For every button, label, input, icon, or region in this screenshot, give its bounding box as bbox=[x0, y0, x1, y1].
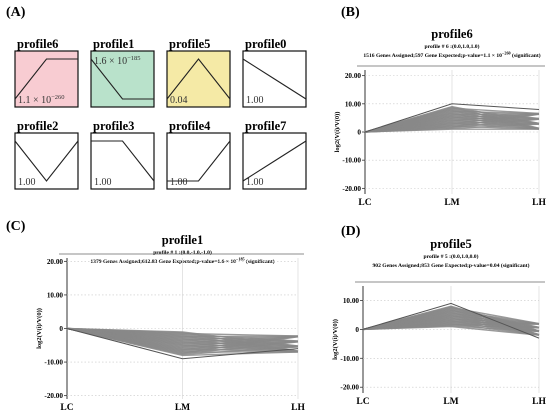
profile-name: profile6 bbox=[17, 37, 58, 51]
profile-name: profile2 bbox=[17, 119, 58, 133]
profile-pvalue: 1.00 bbox=[246, 177, 264, 188]
panel-label-a: (A) bbox=[6, 5, 26, 20]
profile-pvalue: 1.00 bbox=[18, 177, 36, 188]
profile-trend-line bbox=[91, 140, 155, 182]
y-tick-label: -20.00 bbox=[340, 384, 359, 392]
info-exponent: −185 bbox=[236, 257, 245, 262]
panel-label-c: (C) bbox=[6, 219, 26, 234]
mean-profile-line bbox=[364, 103, 540, 133]
pvalue-mantissa: 1.00 bbox=[94, 177, 112, 188]
y-tick-label: 10.00 bbox=[345, 100, 362, 108]
profile-trend-line bbox=[242, 58, 307, 100]
profile-trend-line bbox=[90, 58, 154, 100]
pvalue-mantissa: 1.00 bbox=[246, 95, 264, 106]
profile-name: profile3 bbox=[93, 119, 134, 133]
info-text: 1516 Genes Assigned;597 Gene Expected;p-… bbox=[363, 53, 502, 59]
panel-label-b: (B) bbox=[341, 5, 360, 20]
profile-pvalue: 1.00 bbox=[246, 95, 264, 106]
profile-pvalue: 1.1 × 10−260 bbox=[18, 94, 65, 106]
y-tick-label: 0 bbox=[355, 326, 359, 334]
chart-info-line1: profile # 5 :(0.0,1.0,0.0) bbox=[424, 253, 479, 260]
y-axis-label: log2(V(i)/V(0)) bbox=[36, 308, 43, 349]
gene-series-bundle bbox=[364, 105, 540, 133]
profile-pvalue: 0.04 bbox=[170, 95, 188, 106]
profile1-chart: profile1 profile # 1 :(0.0,-1.0,-1.0) 1379… bbox=[36, 233, 305, 413]
y-tick-label: 10.00 bbox=[343, 297, 360, 305]
profile6-chart: profile6 profile # 6 :(0.0,1.0,1.0) 1516 G… bbox=[334, 27, 546, 208]
x-tick-label: LC bbox=[356, 397, 369, 407]
profile-name: profile0 bbox=[245, 37, 286, 51]
pvalue-exponent: −260 bbox=[51, 94, 64, 101]
info-text: 1379 Genes Assigned;612.83 Gene Expected… bbox=[90, 259, 236, 265]
gene-series-line bbox=[66, 327, 299, 347]
gene-series-bundle bbox=[66, 327, 299, 357]
profile-box bbox=[14, 132, 79, 190]
profile-overview-grid: profile6 1.1 × 10−260 profile1 1.6 × 10−185… bbox=[14, 37, 307, 190]
profile-pvalue: 1.6 × 10−185 bbox=[94, 55, 141, 67]
chart-info-line1: profile # 6 :(0.0,1.0,1.0) bbox=[425, 43, 480, 50]
gene-series-line bbox=[364, 105, 540, 133]
pvalue-mantissa: 1.1 × 10 bbox=[18, 95, 51, 106]
info-text: 902 Genes Assigned;853 Gene Expected;p-v… bbox=[372, 262, 529, 269]
info-text-suffix: (significant) bbox=[511, 52, 541, 59]
gene-series-line bbox=[362, 305, 540, 332]
y-tick-label: 0 bbox=[357, 129, 361, 137]
chart-title: profile1 bbox=[162, 233, 203, 247]
y-tick-label: 10.00 bbox=[47, 291, 64, 299]
profile-pvalue: 1.00 bbox=[94, 177, 112, 188]
profile-box bbox=[90, 50, 155, 108]
profile-trend-line bbox=[14, 58, 78, 100]
y-tick-label: 20.00 bbox=[345, 72, 362, 80]
y-tick-label: -10.00 bbox=[340, 355, 359, 363]
profile-name: profile1 bbox=[93, 37, 134, 51]
profile-box bbox=[14, 50, 79, 108]
x-tick-label: LH bbox=[532, 397, 546, 407]
profile5-chart: profile5 profile # 5 :(0.0,1.0,0.0) 902 Ge… bbox=[332, 237, 546, 407]
profile-box bbox=[166, 50, 231, 108]
x-tick-label: LH bbox=[291, 403, 305, 413]
y-tick-label: 0 bbox=[59, 325, 63, 333]
info-exponent: −260 bbox=[502, 51, 511, 56]
x-tick-label: LM bbox=[443, 397, 458, 407]
chart-info-line1: profile # 1 :(0.0,-1.0,-1.0) bbox=[153, 249, 212, 256]
pvalue-mantissa: 1.00 bbox=[170, 177, 188, 188]
x-tick-label: LM bbox=[175, 403, 190, 413]
pvalue-mantissa: 1.6 × 10 bbox=[94, 56, 127, 67]
x-tick-label: LH bbox=[532, 198, 546, 208]
mean-profile-line bbox=[66, 328, 299, 360]
x-tick-label: LM bbox=[444, 198, 459, 208]
y-axis-label: log2(V(i)/V(0)) bbox=[332, 319, 339, 360]
x-tick-label: LC bbox=[60, 403, 73, 413]
y-tick-label: 20.00 bbox=[47, 258, 64, 266]
pvalue-mantissa: 1.00 bbox=[18, 177, 36, 188]
y-axis-label: log2(V(i)/V(0)) bbox=[334, 112, 341, 153]
panel-label-d: (D) bbox=[341, 224, 361, 239]
profile-name: profile7 bbox=[245, 119, 286, 133]
y-tick-label: -10.00 bbox=[44, 359, 63, 367]
x-tick-label: LC bbox=[358, 198, 371, 208]
chart-info-line2: 1516 Genes Assigned;597 Gene Expected;p-… bbox=[363, 51, 540, 60]
profile-trend-line bbox=[166, 58, 231, 100]
pvalue-mantissa: 0.04 bbox=[170, 95, 188, 106]
y-tick-label: -20.00 bbox=[44, 392, 63, 400]
chart-title: profile5 bbox=[430, 237, 471, 251]
profile-trend-line bbox=[14, 140, 79, 182]
profile-pvalue: 1.00 bbox=[170, 177, 188, 188]
profile-name: profile4 bbox=[169, 119, 211, 133]
profile-trend-line bbox=[167, 140, 231, 182]
chart-title: profile6 bbox=[431, 27, 472, 41]
mean-profile-line bbox=[362, 302, 540, 339]
profile-trend-line bbox=[242, 140, 307, 182]
y-tick-label: -20.00 bbox=[342, 185, 361, 193]
pvalue-mantissa: 1.00 bbox=[246, 177, 264, 188]
pvalue-exponent: −185 bbox=[127, 55, 140, 62]
chart-info-line2: 902 Genes Assigned;853 Gene Expected;p-v… bbox=[372, 262, 529, 269]
y-tick-label: -10.00 bbox=[342, 157, 361, 165]
gene-series-bundle bbox=[362, 305, 540, 336]
profile-name: profile5 bbox=[169, 37, 210, 51]
profile-box bbox=[166, 132, 231, 190]
profile-box bbox=[90, 132, 155, 190]
